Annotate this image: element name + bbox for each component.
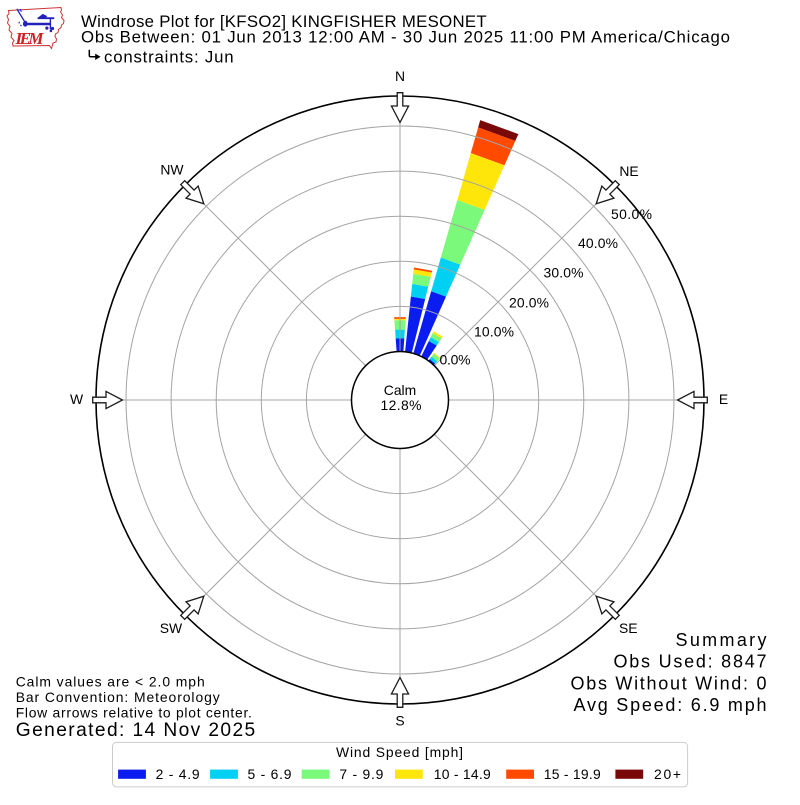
svg-text:Calm values are < 2.0 mph: Calm values are < 2.0 mph	[16, 674, 205, 690]
svg-text:W: W	[70, 391, 84, 407]
svg-text:Flow arrows relative to plot c: Flow arrows relative to plot center.	[16, 705, 252, 721]
svg-text:Generated: 14 Nov 2025: Generated: 14 Nov 2025	[16, 720, 255, 741]
svg-text:Windrose Plot for [KFSO2] KING: Windrose Plot for [KFSO2] KINGFISHER MES…	[81, 12, 487, 31]
svg-text:0.0%: 0.0%	[440, 352, 471, 368]
svg-text:Bar Convention: Meteorology: Bar Convention: Meteorology	[16, 689, 220, 705]
svg-text:20+: 20+	[654, 766, 681, 782]
svg-text:Avg Speed: 6.9 mph: Avg Speed: 6.9 mph	[574, 695, 767, 715]
svg-text:5 - 6.9: 5 - 6.9	[248, 766, 292, 782]
svg-text:30.0%: 30.0%	[544, 265, 584, 281]
svg-text:Wind Speed [mph]: Wind Speed [mph]	[336, 744, 463, 760]
svg-text:Obs Used: 8847: Obs Used: 8847	[614, 652, 767, 672]
svg-text:10 - 14.9: 10 - 14.9	[434, 766, 491, 782]
svg-text:SW: SW	[160, 620, 183, 636]
svg-text:E: E	[719, 391, 728, 407]
svg-text:NW: NW	[160, 161, 184, 177]
svg-text:NE: NE	[619, 163, 638, 179]
svg-text:7 - 9.9: 7 - 9.9	[339, 766, 383, 782]
svg-text:20.0%: 20.0%	[509, 295, 549, 311]
svg-text:SE: SE	[619, 620, 638, 636]
svg-text:12.8%: 12.8%	[381, 397, 422, 413]
svg-text:S: S	[395, 712, 404, 728]
svg-text:Calm: Calm	[384, 382, 416, 398]
svg-text:40.0%: 40.0%	[578, 235, 618, 251]
svg-text:Obs Between: 01 Jun 2013 12:00: Obs Between: 01 Jun 2013 12:00 AM - 30 J…	[81, 28, 730, 47]
svg-text:constraints: Jun: constraints: Jun	[104, 47, 234, 66]
svg-text:Summary: Summary	[676, 630, 767, 650]
svg-text:2 - 4.9: 2 - 4.9	[156, 766, 200, 782]
svg-text:IEM: IEM	[15, 29, 45, 48]
svg-text:50.0%: 50.0%	[611, 206, 652, 222]
svg-text:15 - 19.9: 15 - 19.9	[544, 766, 601, 782]
svg-text:N: N	[395, 68, 405, 84]
svg-text:10.0%: 10.0%	[474, 324, 514, 340]
